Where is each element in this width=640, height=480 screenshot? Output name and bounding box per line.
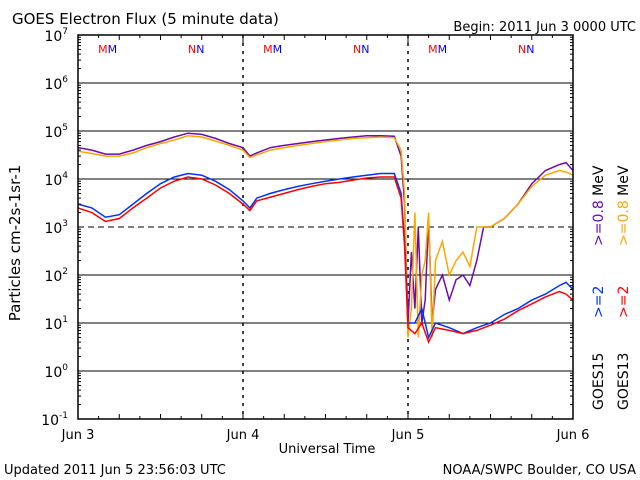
satellite-marker-letter: M bbox=[98, 43, 108, 56]
y-tick-exponent: 2 bbox=[62, 267, 68, 277]
y-tick-exponent: 5 bbox=[62, 123, 68, 133]
y-tick-exponent: 7 bbox=[62, 27, 68, 37]
satellite-marker-letter: N bbox=[361, 43, 369, 56]
satellite-marker: NN bbox=[518, 43, 534, 56]
legend-energy: >=2 bbox=[591, 286, 607, 318]
satellite-marker: NN bbox=[188, 43, 204, 56]
satellite-marker-letter: M bbox=[108, 43, 118, 56]
series-line-goes15-2 bbox=[77, 172, 574, 340]
x-tick-label: Jun 5 bbox=[391, 428, 425, 443]
legend-satellite: GOES15 bbox=[591, 353, 607, 410]
y-tick-exponent: 3 bbox=[62, 219, 68, 229]
y-tick-label: 107 bbox=[44, 27, 68, 45]
begin-label: Begin: 2011 Jun 3 0000 UTC bbox=[453, 20, 636, 35]
series-line-goes15-08 bbox=[77, 132, 574, 324]
legend-unit: MeV bbox=[616, 165, 632, 196]
plot-frame bbox=[77, 34, 574, 420]
x-tick-label: Jun 4 bbox=[226, 428, 260, 443]
y-tick-label: 10-1 bbox=[41, 411, 68, 429]
updated-timestamp: Updated 2011 Jun 5 23:56:03 UTC bbox=[4, 463, 226, 478]
x-axis-label: Universal Time bbox=[279, 442, 376, 457]
credit-label: NOAA/SWPC Boulder, CO USA bbox=[443, 463, 636, 478]
y-tick-exponent: -1 bbox=[59, 411, 68, 421]
satellite-marker: NN bbox=[353, 43, 369, 56]
y-tick-label: 102 bbox=[44, 267, 68, 285]
y-tick-label: 100 bbox=[44, 363, 68, 381]
satellite-marker-letter: M bbox=[438, 43, 448, 56]
legend-entry: >=0.8 MeV bbox=[591, 165, 607, 246]
satellite-marker: MM bbox=[263, 43, 282, 56]
legend-unit: MeV bbox=[591, 165, 607, 196]
legend-entry: >=2 bbox=[591, 286, 607, 318]
satellite-marker-letter: N bbox=[526, 43, 534, 56]
legend-energy: >=0.8 bbox=[616, 196, 632, 246]
satellite-marker-letter: N bbox=[196, 43, 204, 56]
y-tick-label: 104 bbox=[44, 171, 68, 189]
y-tick-label: 103 bbox=[44, 219, 68, 237]
y-axis-label: Particles cm-2s-1sr-1 bbox=[6, 165, 24, 322]
series-line-goes13-08 bbox=[77, 134, 574, 338]
chart-title: GOES Electron Flux (5 minute data) bbox=[12, 10, 279, 28]
y-tick-exponent: 1 bbox=[62, 315, 68, 325]
legend-energy: >=2 bbox=[616, 286, 632, 318]
satellite-marker-letter: N bbox=[518, 43, 526, 56]
y-tick-label: 106 bbox=[44, 75, 68, 93]
x-tick-label: Jun 6 bbox=[556, 428, 590, 443]
satellite-marker-letter: N bbox=[188, 43, 196, 56]
series-line-goes13-2 bbox=[77, 176, 574, 345]
legend-entry: >=0.8 MeV bbox=[616, 165, 632, 246]
y-tick-exponent: 0 bbox=[62, 363, 68, 373]
legend-energy: >=0.8 bbox=[591, 196, 607, 246]
satellite-marker-letter: M bbox=[263, 43, 273, 56]
satellite-marker-letter: M bbox=[273, 43, 283, 56]
satellite-marker: MM bbox=[98, 43, 117, 56]
x-tick-label: Jun 3 bbox=[61, 428, 95, 443]
legend-entry: >=2 bbox=[616, 286, 632, 318]
y-tick-exponent: 6 bbox=[62, 75, 68, 85]
y-tick-label: 105 bbox=[44, 123, 68, 141]
satellite-marker-letter: N bbox=[353, 43, 361, 56]
satellite-marker-letter: M bbox=[428, 43, 438, 56]
y-tick-exponent: 4 bbox=[62, 171, 68, 181]
satellite-marker: MM bbox=[428, 43, 447, 56]
y-tick-label: 101 bbox=[44, 315, 68, 333]
legend-satellite: GOES13 bbox=[616, 353, 632, 410]
